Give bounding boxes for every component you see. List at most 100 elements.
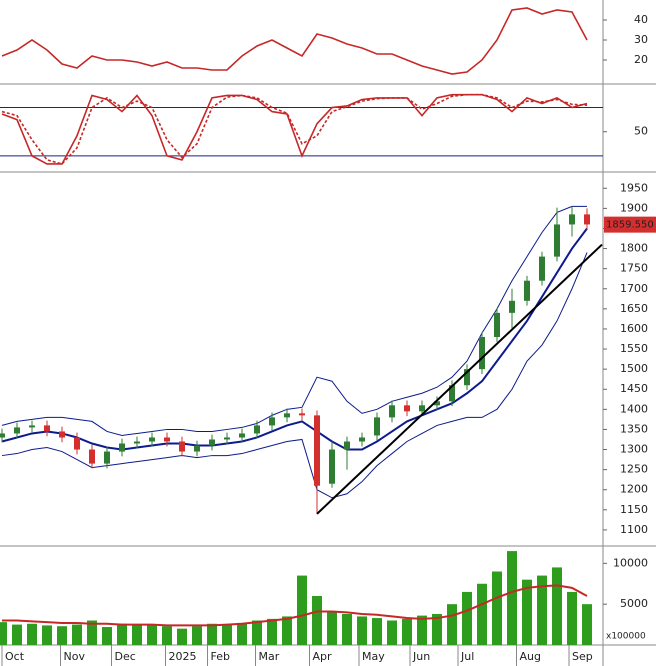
volume-bar <box>567 591 577 645</box>
y-tick-label: 10000 <box>613 556 648 569</box>
volume-bar <box>72 624 82 645</box>
volume-bar <box>207 623 217 645</box>
y-tick-label: 50 <box>634 125 648 138</box>
candle-body <box>419 405 425 412</box>
band-line <box>1 205 587 436</box>
volume-bar <box>492 571 502 645</box>
x-tick-label: Nov <box>64 650 86 663</box>
y-tick-label: 1900 <box>620 201 648 214</box>
volume-bar <box>147 624 157 645</box>
y-tick-label: 1750 <box>620 262 648 275</box>
y-tick-label: 1950 <box>620 181 648 194</box>
y-tick-label: 40 <box>634 13 648 26</box>
last-price-box <box>604 216 656 233</box>
volume-bar <box>432 613 442 645</box>
x-tick-label: Jul <box>460 650 474 663</box>
x-tick-label: Jun <box>412 650 430 663</box>
candle-body <box>569 214 575 225</box>
volume-bar <box>387 620 397 645</box>
indicator-line <box>1 7 588 75</box>
volume-bar <box>447 604 457 645</box>
trend-line <box>316 243 603 515</box>
volume-bar <box>297 575 307 645</box>
x-tick-label: Mar <box>259 650 280 663</box>
volume-bar <box>162 626 172 645</box>
candle-body <box>524 280 530 301</box>
volume-bar <box>222 624 232 645</box>
volume-bar <box>42 625 52 645</box>
volume-bar <box>12 624 22 645</box>
band-line <box>1 252 588 499</box>
volume-bar <box>462 591 472 645</box>
x-tick-label: Oct <box>5 650 25 663</box>
x-tick-label: Sep <box>572 650 593 663</box>
volume-bar <box>237 622 247 645</box>
candle-body <box>149 437 155 442</box>
candle-body <box>89 449 95 464</box>
volume-bar <box>252 620 262 645</box>
x-tick-label: Dec <box>115 650 136 663</box>
candle-body <box>239 433 245 438</box>
x-tick-label: Apr <box>313 650 333 663</box>
volume-bar <box>522 579 532 645</box>
candle-body <box>479 336 485 370</box>
volume-bar <box>507 551 517 645</box>
y-tick-label: 1800 <box>620 242 648 255</box>
candle-body <box>14 427 20 434</box>
candle-body <box>329 449 335 484</box>
candle-body <box>554 224 560 257</box>
candle-body <box>314 415 320 486</box>
candle-body <box>464 369 470 386</box>
candle-body <box>194 445 200 452</box>
volume-bar <box>0 622 7 645</box>
candle-body <box>104 451 110 464</box>
volume-bar <box>312 596 322 645</box>
candle-body <box>209 439 215 446</box>
volume-bar <box>402 618 412 645</box>
candle-body <box>449 385 455 402</box>
volume-bar <box>357 616 367 645</box>
volume-bar <box>192 626 202 645</box>
candle-body <box>74 437 80 450</box>
volume-bar <box>417 615 427 645</box>
band-line <box>1 227 588 451</box>
candle-body <box>509 300 515 313</box>
volume-bar <box>582 604 592 645</box>
candle-body <box>134 441 140 444</box>
candle-body <box>389 405 395 418</box>
y-tick-label: 1200 <box>620 483 648 496</box>
y-tick-label: 1700 <box>620 282 648 295</box>
y-tick-label: 1250 <box>620 463 648 476</box>
volume-bar <box>57 626 67 645</box>
volume-bar <box>282 616 292 645</box>
volume-bar <box>537 575 547 645</box>
y-tick-label: 1600 <box>620 322 648 335</box>
candle-body <box>494 312 500 337</box>
y-tick-label: 1400 <box>620 402 648 415</box>
volume-bar <box>327 612 337 645</box>
y-tick-label: 5000 <box>620 597 648 610</box>
volume-ma <box>2 584 588 627</box>
candle-body <box>299 413 305 416</box>
y-tick-label: 1450 <box>620 382 648 395</box>
volume-bar <box>117 623 127 645</box>
y-tick-label: 1350 <box>620 422 648 435</box>
x-tick-label: 2025 <box>169 650 197 663</box>
y-tick-label: 1650 <box>620 302 648 315</box>
candle-body <box>374 417 380 436</box>
candle-body <box>179 441 185 452</box>
indicator-line <box>1 93 588 165</box>
candle-body <box>539 256 545 281</box>
y-tick-label: 1550 <box>620 342 648 355</box>
volume-bar <box>87 620 97 645</box>
unit-label: x100000 <box>606 632 646 642</box>
last-price-label: 1859.550 <box>606 220 654 231</box>
volume-bar <box>267 618 277 645</box>
candle-body <box>269 417 275 426</box>
y-tick-label: 30 <box>634 33 648 46</box>
y-tick-label: 1150 <box>620 503 648 516</box>
candle-body <box>29 425 35 428</box>
x-tick-label: Feb <box>211 650 230 663</box>
y-tick-label: 1100 <box>620 523 648 536</box>
